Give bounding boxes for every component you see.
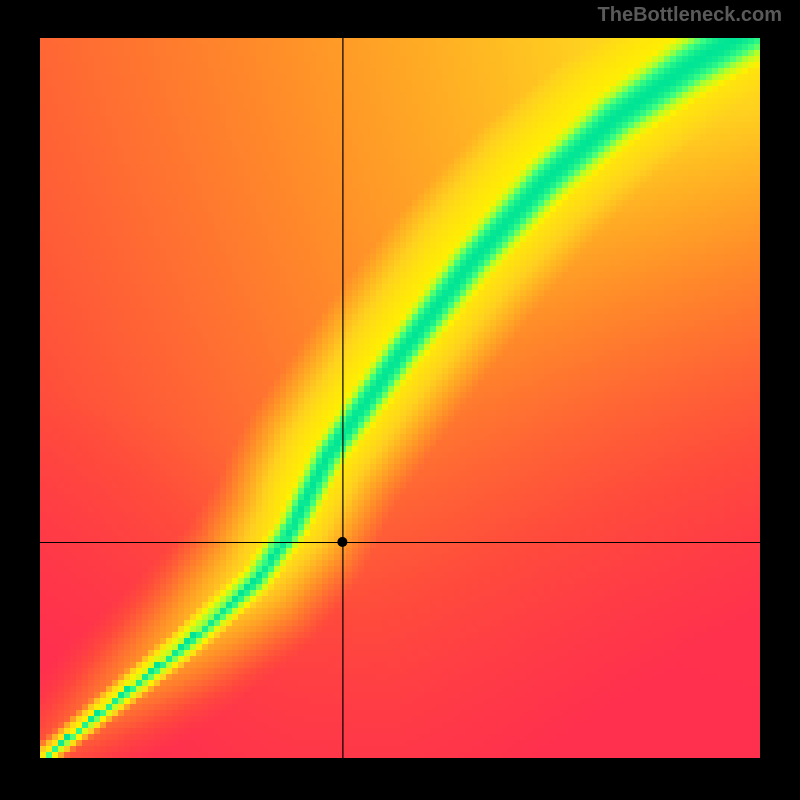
heatmap-plot	[40, 38, 760, 758]
outer-frame: TheBottleneck.com	[0, 0, 800, 800]
watermark-text: TheBottleneck.com	[598, 4, 782, 27]
